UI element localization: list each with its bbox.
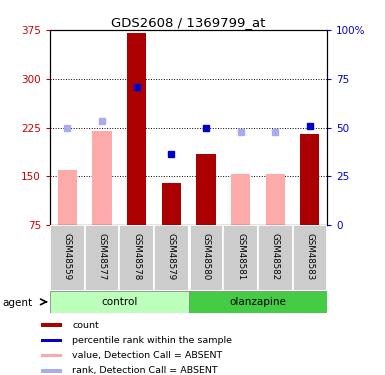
Bar xyxy=(41,354,62,357)
Text: count: count xyxy=(72,321,99,330)
Bar xyxy=(300,134,320,225)
Text: agent: agent xyxy=(2,298,32,308)
Text: GSM48577: GSM48577 xyxy=(97,233,107,280)
Text: GSM48579: GSM48579 xyxy=(167,233,176,280)
Title: GDS2608 / 1369799_at: GDS2608 / 1369799_at xyxy=(112,16,266,29)
Bar xyxy=(41,369,62,373)
Bar xyxy=(162,183,181,225)
Text: GSM48580: GSM48580 xyxy=(201,233,211,280)
Bar xyxy=(85,225,119,291)
Text: olanzapine: olanzapine xyxy=(229,297,286,307)
Bar xyxy=(266,174,285,225)
Bar xyxy=(92,131,112,225)
Bar xyxy=(154,225,189,291)
Text: GSM48581: GSM48581 xyxy=(236,233,245,280)
Bar xyxy=(127,33,146,225)
Text: rank, Detection Call = ABSENT: rank, Detection Call = ABSENT xyxy=(72,366,218,375)
Text: GSM48583: GSM48583 xyxy=(305,233,315,280)
Text: GSM48559: GSM48559 xyxy=(63,233,72,280)
Text: percentile rank within the sample: percentile rank within the sample xyxy=(72,336,233,345)
Bar xyxy=(258,225,293,291)
Bar xyxy=(293,225,327,291)
Bar xyxy=(231,174,250,225)
Bar xyxy=(58,170,77,225)
Bar xyxy=(41,323,62,327)
Bar xyxy=(119,225,154,291)
Bar xyxy=(50,225,85,291)
Text: value, Detection Call = ABSENT: value, Detection Call = ABSENT xyxy=(72,351,223,360)
Bar xyxy=(41,339,62,342)
Text: control: control xyxy=(101,297,137,307)
Bar xyxy=(223,225,258,291)
Bar xyxy=(189,225,223,291)
Text: GSM48578: GSM48578 xyxy=(132,233,141,280)
Bar xyxy=(189,291,327,313)
Bar xyxy=(196,153,216,225)
Text: GSM48582: GSM48582 xyxy=(271,233,280,280)
Bar xyxy=(50,291,189,313)
